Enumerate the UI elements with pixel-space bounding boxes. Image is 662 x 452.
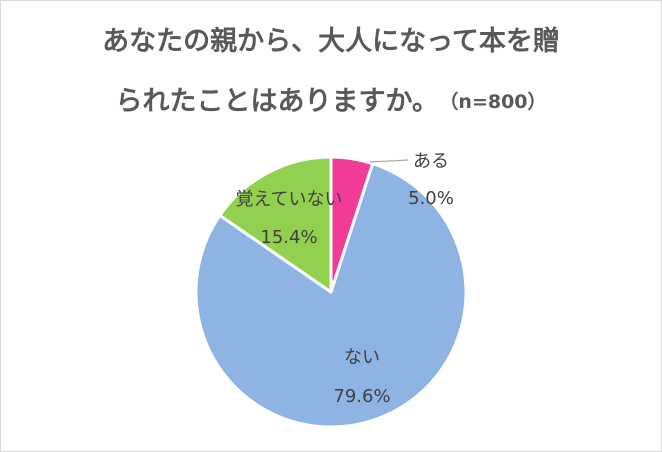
slice-percent-label: 5.0% xyxy=(408,188,454,209)
slice-category-label: ない xyxy=(344,347,380,368)
leader-line xyxy=(369,159,409,163)
pie-slice xyxy=(218,155,333,294)
chart-title-text-2: られたことはありますか。 xyxy=(115,86,439,117)
slice-percent-label: 15.4% xyxy=(260,227,317,248)
slice-category-label: 覚えていない xyxy=(235,189,342,210)
chart-subtitle: （n=800） xyxy=(448,91,547,113)
pie-labels: ある 5.0% ない 79.6% 覚えていない 15.4% xyxy=(235,151,453,407)
pie-slices xyxy=(194,155,468,429)
chart-title-line-1: あなたの親から、大人になって本を贈 xyxy=(0,26,662,58)
pie-slice xyxy=(194,162,468,429)
slice-category-label: ある xyxy=(413,151,449,172)
slice-percent-label: 79.6% xyxy=(333,386,390,407)
chart-title-text-1: あなたの親から、大人になって本を贈 xyxy=(102,26,560,57)
chart-title-line-2: られたことはありますか。 （n=800） xyxy=(0,86,662,120)
